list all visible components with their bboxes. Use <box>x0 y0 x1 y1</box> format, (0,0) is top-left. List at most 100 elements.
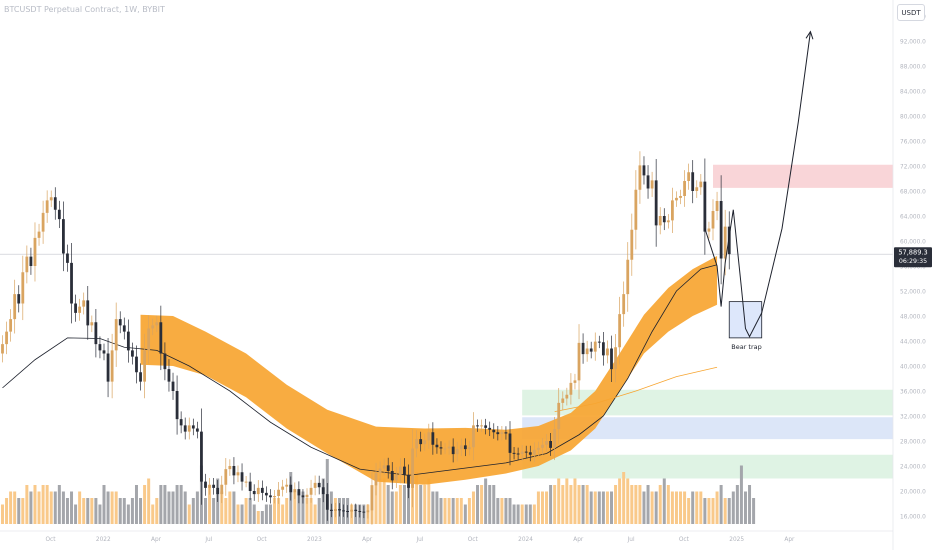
volume-bar <box>731 491 735 524</box>
volume-bar <box>21 498 25 524</box>
volume-bar <box>532 504 536 524</box>
currency-button[interactable]: USDT <box>897 4 925 21</box>
candle-body <box>346 511 349 512</box>
candle-body <box>488 427 492 430</box>
candle-body <box>41 212 45 232</box>
price-tick-label: 44,000.0 <box>900 340 926 346</box>
candle-body <box>175 391 179 420</box>
volume-bar <box>508 498 512 524</box>
candle-body <box>5 331 8 345</box>
volume-bar <box>662 478 666 524</box>
candle-body <box>37 231 41 238</box>
volume-bar <box>122 498 126 524</box>
candle-body <box>236 472 240 476</box>
volume-bar <box>151 504 155 524</box>
candle-body <box>301 495 305 498</box>
volume-bar <box>577 485 581 524</box>
candle-body <box>646 175 650 189</box>
candle-body <box>195 428 199 432</box>
volume-bar <box>171 491 175 524</box>
volume-bar <box>98 504 102 524</box>
candle-body <box>13 294 17 320</box>
projection-line <box>704 31 811 338</box>
candle-body <box>723 226 727 259</box>
candle-body <box>463 445 467 450</box>
volume-bar <box>480 485 484 524</box>
candle-body <box>634 189 638 230</box>
volume-bar <box>703 498 707 524</box>
candle-body <box>496 432 500 435</box>
volume-bar <box>204 498 207 524</box>
candle-body <box>650 180 654 189</box>
candle-body <box>524 451 528 453</box>
time-axis[interactable]: Oct 2022 Apr Jul Oct 2023 Apr Jul Oct 2024 Apr Jul O… <box>45 537 795 543</box>
projection-path <box>704 30 814 338</box>
volume-bar <box>5 498 9 524</box>
volume-bar <box>49 491 53 524</box>
volume-bar <box>727 498 731 524</box>
candlesticks[interactable] <box>1 151 731 525</box>
volume-bar <box>90 498 94 524</box>
volume-bar <box>301 491 305 524</box>
volume-bar <box>545 491 549 524</box>
volume-bar <box>658 485 662 524</box>
candle-body <box>98 344 102 351</box>
volume-bar <box>297 491 301 524</box>
candle-body <box>114 319 118 351</box>
candle-body <box>638 165 642 190</box>
volume-bar <box>398 485 402 524</box>
volume-bar <box>317 498 321 524</box>
volume-bar <box>390 491 394 524</box>
time-tick-label: 2022 <box>96 537 111 543</box>
candle-body <box>601 342 605 356</box>
candle-body <box>719 201 723 259</box>
candle-body <box>671 200 674 221</box>
candle-body <box>455 449 459 455</box>
candle-body <box>366 510 370 513</box>
volume-bar <box>581 485 585 524</box>
volume-bar <box>484 478 488 524</box>
candle-body <box>342 510 345 512</box>
candle-body <box>102 350 106 354</box>
price-tick-label: 24,000.0 <box>900 465 926 471</box>
candle-body <box>163 353 167 370</box>
volume-bar <box>53 491 57 524</box>
candle-body <box>508 433 512 453</box>
time-tick-label: Oct <box>45 537 56 543</box>
candle-body <box>419 439 423 445</box>
candle-body <box>679 196 682 198</box>
volume-bar <box>666 485 670 524</box>
volume-bar <box>439 498 443 524</box>
candle-body <box>675 197 678 201</box>
volume-bar <box>569 485 573 524</box>
time-tick-label: 2025 <box>729 537 744 543</box>
candle-body <box>492 429 496 433</box>
candle-body <box>630 229 634 260</box>
volume-bar <box>642 491 646 524</box>
volume-bar <box>492 485 496 524</box>
volume-bar <box>94 498 98 524</box>
candle-body <box>350 509 354 512</box>
volume-bar <box>605 491 609 524</box>
candle-body <box>256 487 260 495</box>
volume-bar <box>273 498 277 524</box>
candle-body <box>427 432 431 441</box>
candle-body <box>155 322 159 326</box>
price-tick-label: 40,000.0 <box>900 365 926 371</box>
candle-body <box>715 201 719 211</box>
candle-body <box>683 181 686 196</box>
volume-bar <box>614 485 618 524</box>
candle-body <box>476 425 479 427</box>
candle-body <box>504 432 508 434</box>
volume-bar <box>540 491 544 524</box>
price-tick-label: 68,000.0 <box>900 190 926 196</box>
price-axis[interactable]: 16,000.0 20,000.0 24,000.0 28,000.0 32,000.0… <box>900 15 926 521</box>
volume-bar <box>305 498 309 524</box>
candle-body <box>159 322 163 354</box>
volume-bar <box>155 498 159 524</box>
moving-average-band <box>140 256 718 485</box>
candle-body <box>561 398 565 403</box>
volume-bar <box>471 491 475 524</box>
volume-bar <box>626 478 630 524</box>
time-tick-label: Oct <box>468 537 479 543</box>
